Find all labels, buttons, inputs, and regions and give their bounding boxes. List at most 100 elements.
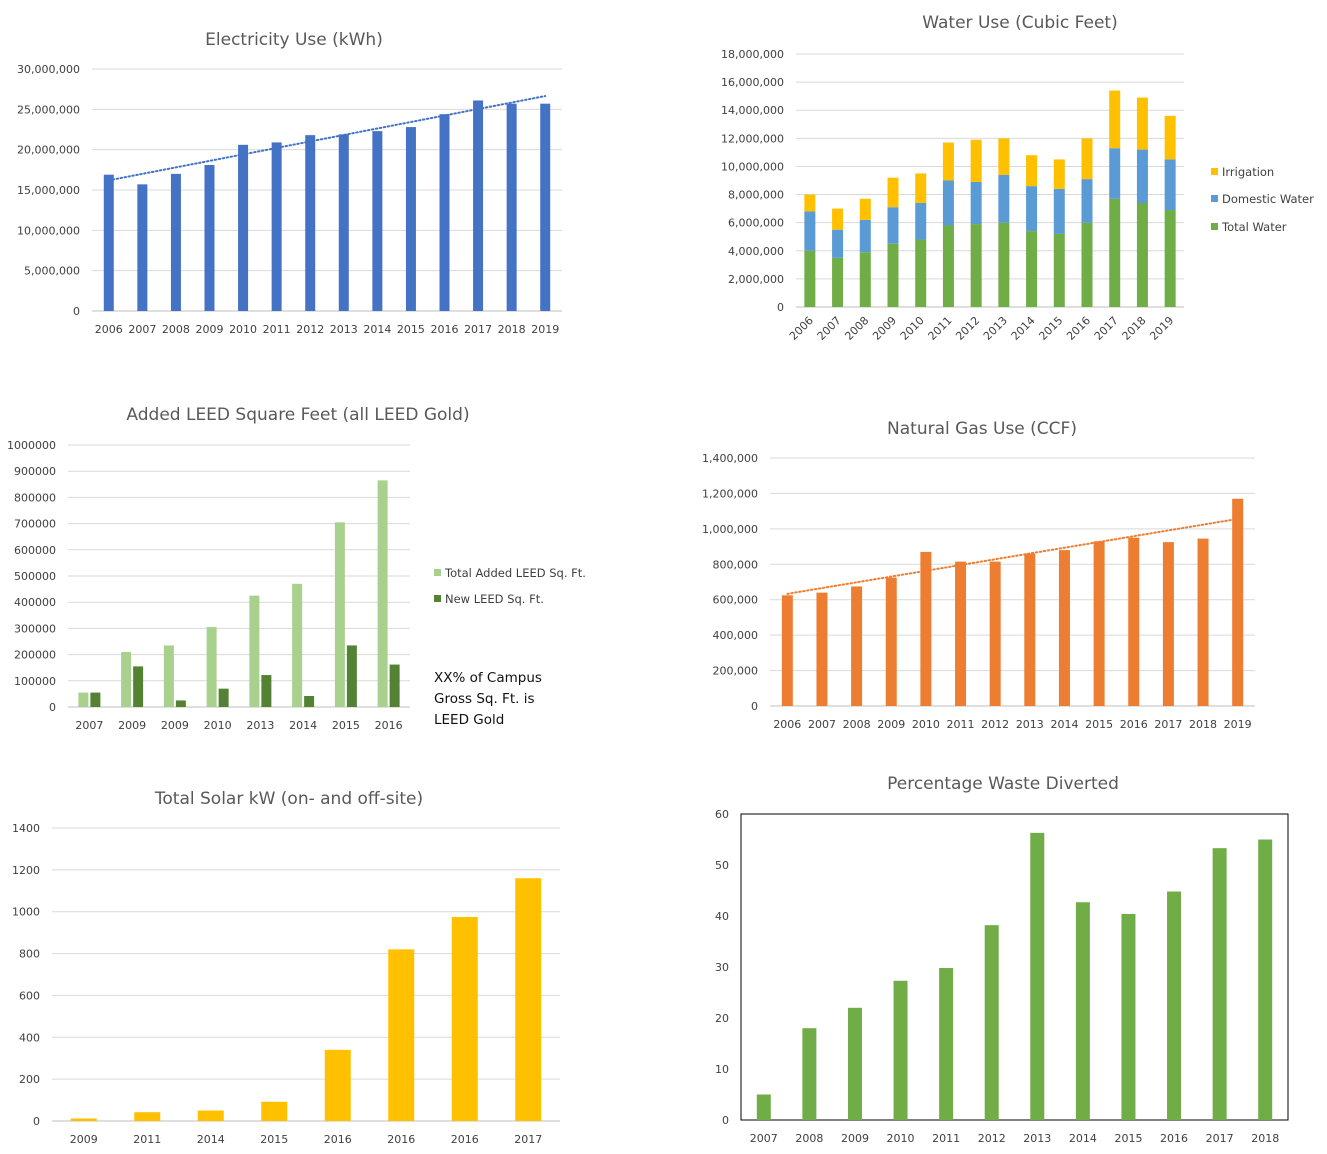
chart-electricity: Electricity Use (kWh) 0 5,000,000 10,000,00… xyxy=(17,30,562,336)
bar xyxy=(920,551,932,706)
bar-new-leed xyxy=(175,700,186,707)
bar-total-water xyxy=(1081,222,1093,307)
bar-total-added xyxy=(377,480,388,707)
bar xyxy=(324,1049,351,1121)
x-tick-label: 2016 xyxy=(324,1133,352,1146)
trendline xyxy=(786,517,1239,595)
bar-domestic-water xyxy=(804,211,816,251)
x-tick-label: 2017 xyxy=(1092,314,1121,343)
x-tick-label: 2015 xyxy=(332,719,360,732)
legend-swatch xyxy=(1211,223,1218,230)
y-tick-label: 1400 xyxy=(12,822,40,835)
bar-domestic-water xyxy=(1109,148,1121,199)
x-tick-label: 2008 xyxy=(843,718,871,731)
bar-irrigation xyxy=(915,173,927,203)
x-tick-label: 2007 xyxy=(808,718,836,731)
bar-total-added xyxy=(163,645,174,707)
bar-irrigation xyxy=(1164,115,1176,160)
y-tick-label: 25,000,000 xyxy=(17,103,80,116)
bar-domestic-water xyxy=(1164,159,1176,211)
x-tick-label: 2009 xyxy=(196,323,224,336)
legend-swatch xyxy=(1211,168,1218,175)
legend-item: New LEED Sq. Ft. xyxy=(434,592,544,606)
y-tick-label: 1000 xyxy=(12,906,40,919)
bar-total-water xyxy=(832,257,844,307)
y-tick-label: 800000 xyxy=(14,491,56,504)
x-tick-label: 2017 xyxy=(464,323,492,336)
x-tick-label: 2015 xyxy=(1036,314,1065,343)
y-tick-label: 1200 xyxy=(12,864,40,877)
bar-total-water xyxy=(1026,231,1038,307)
chart-title: Total Solar kW (on- and off-site) xyxy=(154,789,423,809)
x-tick-label: 2015 xyxy=(1114,1132,1142,1145)
x-tick-label: 2014 xyxy=(1069,1132,1097,1145)
x-tick-label: 2010 xyxy=(887,1132,915,1145)
bar-domestic-water xyxy=(942,180,954,226)
chart-title: Percentage Waste Diverted xyxy=(887,774,1119,794)
x-tick-label: 2011 xyxy=(133,1133,161,1146)
leed-note-line: XX% of Campus xyxy=(434,670,542,686)
y-tick-label: 6,000,000 xyxy=(728,217,784,230)
bar xyxy=(1162,542,1174,706)
x-tick-label: 2019 xyxy=(1147,314,1176,343)
y-tick-label: 0 xyxy=(33,1115,40,1128)
bar xyxy=(70,1118,97,1121)
y-tick-label: 14,000,000 xyxy=(721,104,784,117)
x-tick-label: 2010 xyxy=(229,323,257,336)
bar-irrigation xyxy=(1053,159,1065,189)
y-tick-label: 4,000,000 xyxy=(728,245,784,258)
bar xyxy=(847,1007,862,1120)
bar-domestic-water xyxy=(1026,186,1038,232)
bar xyxy=(1197,538,1209,706)
bar xyxy=(939,968,954,1120)
legend-label: Total Added LEED Sq. Ft. xyxy=(444,566,586,580)
y-tick-label: 600,000 xyxy=(713,594,759,607)
bar-total-water xyxy=(942,225,954,307)
x-tick-label: 2012 xyxy=(953,314,982,343)
y-tick-label: 100000 xyxy=(14,675,56,688)
legend-item: Irrigation xyxy=(1211,165,1274,179)
y-tick-label: 700000 xyxy=(14,518,56,531)
y-tick-label: 1,000,000 xyxy=(702,523,758,536)
y-tick-label: 1000000 xyxy=(7,439,56,452)
y-tick-label: 400000 xyxy=(14,596,56,609)
bar-total-water xyxy=(1053,233,1065,307)
x-tick-label: 2017 xyxy=(1206,1132,1234,1145)
bar xyxy=(405,127,416,311)
y-tick-label: 500000 xyxy=(14,570,56,583)
bar-total-added xyxy=(121,651,132,707)
x-tick-label: 2006 xyxy=(95,323,123,336)
y-tick-label: 18,000,000 xyxy=(721,48,784,61)
bar-total-water xyxy=(859,252,871,307)
x-tick-label: 2014 xyxy=(197,1133,225,1146)
x-tick-label: 2006 xyxy=(787,314,816,343)
bar xyxy=(388,949,415,1121)
x-tick-label: 2014 xyxy=(363,323,391,336)
chart-title: Added LEED Square Feet (all LEED Gold) xyxy=(126,405,469,425)
bar-domestic-water xyxy=(1136,149,1148,203)
x-tick-label: 2018 xyxy=(498,323,526,336)
bar xyxy=(170,173,181,311)
bar xyxy=(238,144,249,311)
x-tick-label: 2009 xyxy=(70,1133,98,1146)
bar-irrigation xyxy=(942,142,954,181)
bar-total-water xyxy=(998,222,1010,307)
x-tick-label: 2015 xyxy=(1085,718,1113,731)
bar xyxy=(1121,913,1136,1120)
x-tick-label: 2014 xyxy=(1009,314,1038,343)
y-tick-label: 40 xyxy=(715,910,729,923)
x-tick-label: 2016 xyxy=(1120,718,1148,731)
chart-title: Natural Gas Use (CCF) xyxy=(887,419,1077,439)
x-tick-label: 2016 xyxy=(375,719,403,732)
y-tick-label: 200000 xyxy=(14,649,56,662)
bar-new-leed xyxy=(261,675,272,707)
bar xyxy=(893,980,908,1120)
x-tick-label: 2017 xyxy=(514,1133,542,1146)
bar-domestic-water xyxy=(887,207,899,244)
y-tick-label: 60 xyxy=(715,808,729,821)
y-tick-label: 900000 xyxy=(14,465,56,478)
y-tick-label: 5,000,000 xyxy=(24,265,80,278)
x-tick-label: 2018 xyxy=(1189,718,1217,731)
y-tick-label: 0 xyxy=(49,701,56,714)
bar-irrigation xyxy=(1081,138,1093,180)
